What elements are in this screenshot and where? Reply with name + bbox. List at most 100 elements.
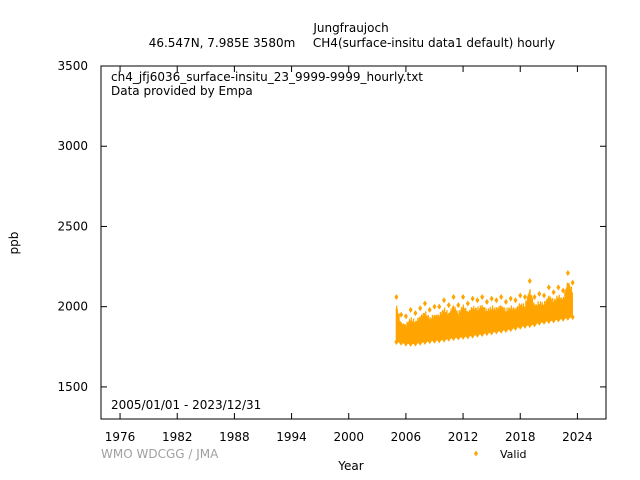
data-point-min (561, 315, 566, 322)
data-point-min (556, 316, 561, 323)
data-point-max (503, 298, 508, 305)
x-tick-label: 1988 (219, 430, 250, 444)
data-point-max (437, 303, 442, 310)
data-point-max (422, 300, 427, 307)
x-tick-label: 1982 (162, 430, 193, 444)
data-point-min (465, 333, 470, 340)
chart-dataset-subtitle: CH4(surface-insitu data1 default) hourly (313, 36, 555, 50)
data-point-max (494, 297, 499, 304)
data-point-min (570, 314, 575, 321)
data-point-max (542, 292, 547, 299)
data-point-max (518, 292, 523, 299)
data-point-max (513, 297, 518, 304)
data-point-min (418, 339, 423, 346)
data-point-min (427, 338, 432, 345)
data-point-min (480, 330, 485, 337)
credit-text: WMO WDCGG / JMA (101, 447, 219, 461)
data-point-max (413, 310, 418, 317)
data-point-max (537, 290, 542, 297)
data-point-max (489, 295, 494, 302)
x-tick-label: 2012 (448, 430, 479, 444)
data-point-max (394, 294, 399, 301)
data-point-min (437, 337, 442, 344)
chart-station-title: Jungfraujoch (312, 21, 388, 35)
data-point-min (475, 331, 480, 338)
data-point-max (461, 294, 466, 301)
data-point-max (484, 298, 489, 305)
x-axis: 1976 1982 1988 1994 2000 2006 2012 2018 2024 (105, 66, 593, 444)
data-point-min (394, 338, 399, 345)
data-point-max (532, 294, 537, 301)
legend-label: Valid (500, 448, 527, 461)
data-point-max (408, 306, 413, 313)
data-point-max (427, 306, 432, 313)
y-axis-label: ppb (7, 232, 21, 255)
data-point-min (518, 323, 523, 330)
data-point-min (532, 321, 537, 328)
data-point-min (565, 314, 570, 321)
y-tick-label: 2000 (57, 300, 88, 314)
data-point-min (432, 337, 437, 344)
y-tick-label: 3500 (57, 59, 88, 73)
data-point-max (446, 302, 451, 309)
data-point-min (489, 329, 494, 336)
data-point-min (451, 334, 456, 341)
data-point-max (418, 305, 423, 312)
data-point-min (484, 330, 489, 337)
data-point-min (523, 322, 528, 329)
data-point-min (456, 334, 461, 341)
data-layer (394, 269, 575, 347)
x-tick-label: 2018 (505, 430, 536, 444)
data-point-min (461, 333, 466, 340)
data-point-min (422, 338, 427, 345)
x-axis-label: Year (337, 459, 363, 473)
data-point-max (399, 311, 404, 318)
legend-marker-diamond (474, 450, 478, 457)
y-tick-label: 3000 (57, 139, 88, 153)
data-point-max (551, 289, 556, 296)
data-point-max (475, 297, 480, 304)
data-point-max (570, 279, 575, 286)
data-point-min (537, 319, 542, 326)
data-point-max (508, 295, 513, 302)
provider-annotation: Data provided by Empa (111, 84, 253, 98)
data-point-min (446, 335, 451, 342)
x-tick-label: 1976 (105, 430, 136, 444)
data-point-max (451, 294, 456, 301)
data-point-min (499, 327, 504, 334)
data-point-min (551, 317, 556, 324)
data-point-min (442, 336, 447, 343)
data-point-max (556, 284, 561, 291)
y-tick-label: 1500 (57, 380, 88, 394)
data-point-min (408, 340, 413, 347)
data-point-min (508, 326, 513, 333)
data-point-max (470, 295, 475, 302)
data-point-max (527, 278, 532, 285)
legend: Valid (474, 448, 527, 461)
x-tick-label: 2024 (562, 430, 593, 444)
x-tick-label: 2000 (333, 430, 364, 444)
data-point-min (413, 340, 418, 347)
data-point-max (480, 294, 485, 301)
data-point-min (503, 326, 508, 333)
data-point-max (565, 269, 570, 276)
plot-frame (100, 65, 607, 420)
data-point-min (513, 324, 518, 331)
y-tick-label: 2500 (57, 219, 88, 233)
data-point-max (561, 287, 566, 294)
data-point-max (456, 302, 461, 309)
x-tick-label: 1994 (276, 430, 307, 444)
data-point-min (399, 339, 404, 346)
period-annotation: 2005/01/01 - 2023/12/31 (111, 398, 261, 412)
data-point-max (465, 300, 470, 307)
chart-location-subtitle: 46.547N, 7.985E 3580m (149, 36, 296, 50)
data-point-min (494, 328, 499, 335)
x-tick-label: 2006 (391, 430, 422, 444)
data-point-min (403, 340, 408, 347)
data-point-min (542, 318, 547, 325)
data-point-max (546, 284, 551, 291)
data-point-min (470, 332, 475, 339)
filename-annotation: ch4_jfj6036_surface-insitu_23_9999-9999_… (111, 70, 423, 84)
data-point-min (546, 318, 551, 325)
